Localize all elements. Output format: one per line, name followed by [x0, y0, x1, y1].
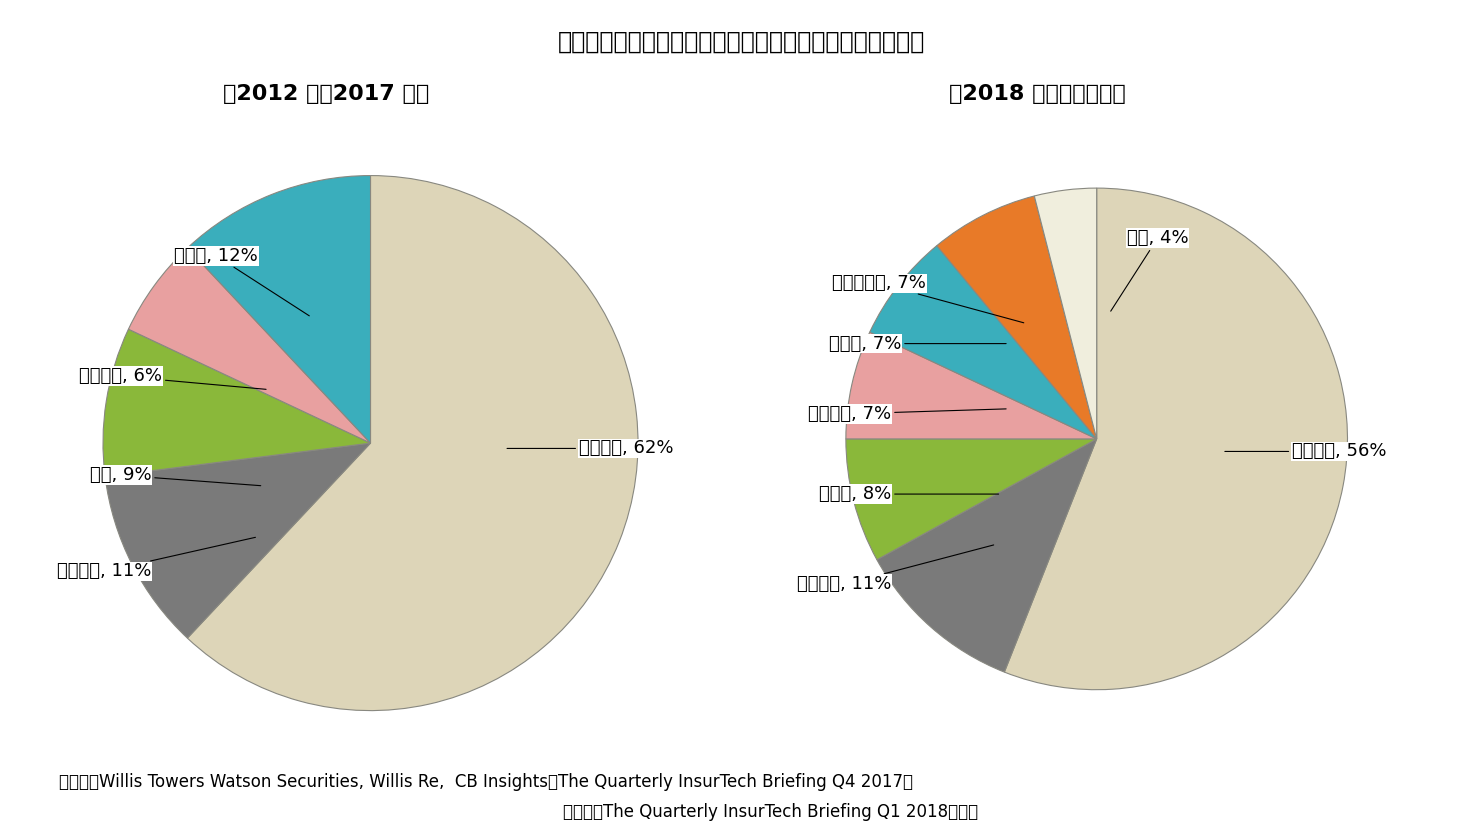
Text: アメリカ, 56%: アメリカ, 56% [1224, 442, 1387, 461]
Wedge shape [877, 439, 1097, 672]
Text: イスラエル, 7%: イスラエル, 7% [833, 274, 1024, 323]
Wedge shape [846, 439, 1097, 560]
Wedge shape [102, 329, 370, 477]
Text: フランス, 11%: フランス, 11% [56, 538, 255, 580]
Text: イギリス, 6%: イギリス, 6% [79, 367, 267, 390]
Wedge shape [187, 176, 639, 711]
Text: （資料）Willis Towers Watson Securities, Willis Re,  CB Insights「The Quarterly Insur: （資料）Willis Towers Watson Securities, Wil… [59, 773, 913, 792]
Text: および「The Quarterly InsurTech Briefing Q1 2018」より: および「The Quarterly InsurTech Briefing Q1 … [563, 803, 978, 821]
Wedge shape [129, 248, 370, 443]
Wedge shape [870, 246, 1097, 439]
Wedge shape [105, 443, 370, 638]
Text: 【2012 年～2017 年】: 【2012 年～2017 年】 [222, 84, 430, 104]
Text: イギリス, 11%: イギリス, 11% [797, 545, 993, 594]
Wedge shape [1005, 188, 1347, 690]
Text: カナダ, 8%: カナダ, 8% [818, 485, 999, 503]
Wedge shape [187, 176, 370, 443]
Text: 【2018 年第１四半期】: 【2018 年第１四半期】 [948, 84, 1126, 104]
Text: アメリカ, 62%: アメリカ, 62% [507, 440, 674, 457]
Text: ドイツ, 7%: ドイツ, 7% [828, 334, 1006, 353]
Text: 中国, 9%: 中国, 9% [89, 466, 261, 486]
Text: フランス, 7%: フランス, 7% [808, 405, 1006, 423]
Text: 日本, 4%: 日本, 4% [1110, 229, 1189, 311]
Text: グラフ４　投資対象「スタートアップ」の本拠国分布状況: グラフ４ 投資対象「スタートアップ」の本拠国分布状況 [557, 29, 925, 54]
Wedge shape [1034, 188, 1097, 439]
Wedge shape [846, 332, 1097, 439]
Text: その他, 12%: その他, 12% [175, 247, 310, 316]
Wedge shape [937, 196, 1097, 439]
